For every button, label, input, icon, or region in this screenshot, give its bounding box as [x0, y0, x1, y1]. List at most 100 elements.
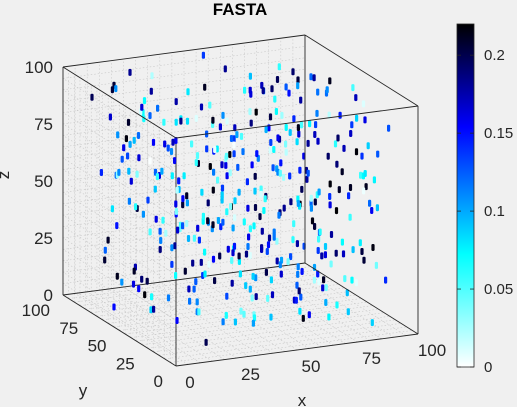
- data-point: [149, 87, 153, 95]
- data-point: [296, 76, 300, 84]
- data-point: [253, 204, 258, 211]
- grid-line: [62, 239, 306, 273]
- grid-line: [96, 284, 339, 317]
- data-point: [141, 210, 145, 218]
- grid-line: [111, 288, 225, 360]
- data-point: [342, 144, 346, 152]
- data-point: [299, 121, 304, 129]
- grid-line: [62, 182, 306, 216]
- data-point: [212, 168, 216, 176]
- data-point: [233, 318, 237, 326]
- data-point: [170, 172, 174, 180]
- data-point: [272, 233, 276, 241]
- data-point: [248, 72, 252, 80]
- data-point: [146, 196, 150, 204]
- data-point: [225, 208, 229, 216]
- data-point: [298, 166, 302, 174]
- data-point: [372, 176, 376, 184]
- data-point: [137, 154, 141, 162]
- data-point: [237, 258, 241, 265]
- data-point: [323, 243, 328, 250]
- data-point: [185, 192, 189, 200]
- y-tick-labels: 0 25 50 75 100: [22, 301, 163, 391]
- data-point: [194, 114, 198, 122]
- data-point: [194, 278, 198, 286]
- grid-line: [62, 146, 177, 219]
- grid-line: [62, 57, 306, 91]
- data-point: [213, 146, 217, 153]
- data-point: [127, 167, 131, 175]
- data-point: [224, 311, 228, 319]
- data-point: [317, 235, 321, 243]
- data-point: [308, 120, 312, 128]
- data-point: [188, 297, 192, 305]
- data-point: [250, 161, 254, 169]
- data-point: [328, 193, 332, 200]
- data-point: [220, 191, 224, 199]
- data-point: [228, 151, 232, 158]
- y-tick-label: 25: [116, 354, 135, 373]
- data-point: [224, 152, 229, 160]
- data-point: [350, 121, 354, 129]
- data-point: [346, 308, 350, 316]
- data-point: [358, 239, 362, 247]
- grid-line: [62, 226, 177, 298]
- data-point: [327, 111, 331, 119]
- data-point: [312, 276, 316, 284]
- data-point: [362, 256, 366, 264]
- data-point: [236, 163, 240, 171]
- z-tick-label: 50: [34, 172, 53, 191]
- grid-line: [62, 137, 306, 170]
- data-point: [208, 101, 212, 109]
- colorbar-tick-label: 0.15: [484, 125, 513, 142]
- data-point: [170, 244, 174, 252]
- data-point: [275, 237, 279, 245]
- data-point: [211, 116, 215, 124]
- data-point: [143, 291, 147, 299]
- data-point: [336, 134, 340, 142]
- data-point: [132, 267, 136, 275]
- grid-line: [62, 112, 177, 184]
- data-point: [254, 293, 258, 301]
- y-tick-label: 50: [88, 337, 107, 356]
- data-point: [108, 113, 112, 121]
- data-point: [220, 184, 225, 192]
- data-point: [175, 186, 179, 194]
- data-point: [316, 88, 320, 96]
- data-point: [333, 140, 338, 148]
- data-point: [384, 276, 388, 284]
- data-point: [328, 180, 332, 188]
- data-point: [315, 109, 319, 117]
- data-point: [246, 204, 250, 212]
- grid-line: [123, 286, 237, 359]
- data-point: [316, 247, 320, 254]
- data-point: [224, 161, 228, 169]
- data-point: [351, 84, 355, 92]
- grid-line: [244, 270, 358, 343]
- grid-line: [159, 281, 273, 354]
- data-point: [355, 114, 359, 122]
- data-point: [291, 68, 295, 76]
- data-point: [314, 121, 318, 129]
- data-point: [136, 132, 141, 139]
- data-point: [175, 317, 179, 324]
- grid-line: [62, 228, 306, 262]
- data-point: [277, 63, 281, 71]
- data-point: [327, 313, 331, 321]
- data-point: [245, 178, 249, 186]
- data-point: [225, 292, 229, 300]
- data-point: [169, 148, 174, 155]
- data-point: [348, 184, 353, 191]
- data-point: [185, 199, 189, 207]
- data-point: [297, 130, 301, 138]
- data-point: [364, 183, 368, 191]
- data-point: [288, 129, 292, 136]
- data-point: [335, 301, 339, 309]
- data-point: [131, 280, 136, 288]
- data-point: [370, 207, 374, 214]
- data-point: [259, 190, 263, 198]
- data-point: [309, 204, 313, 212]
- data-point: [181, 222, 185, 230]
- data-point: [243, 86, 247, 94]
